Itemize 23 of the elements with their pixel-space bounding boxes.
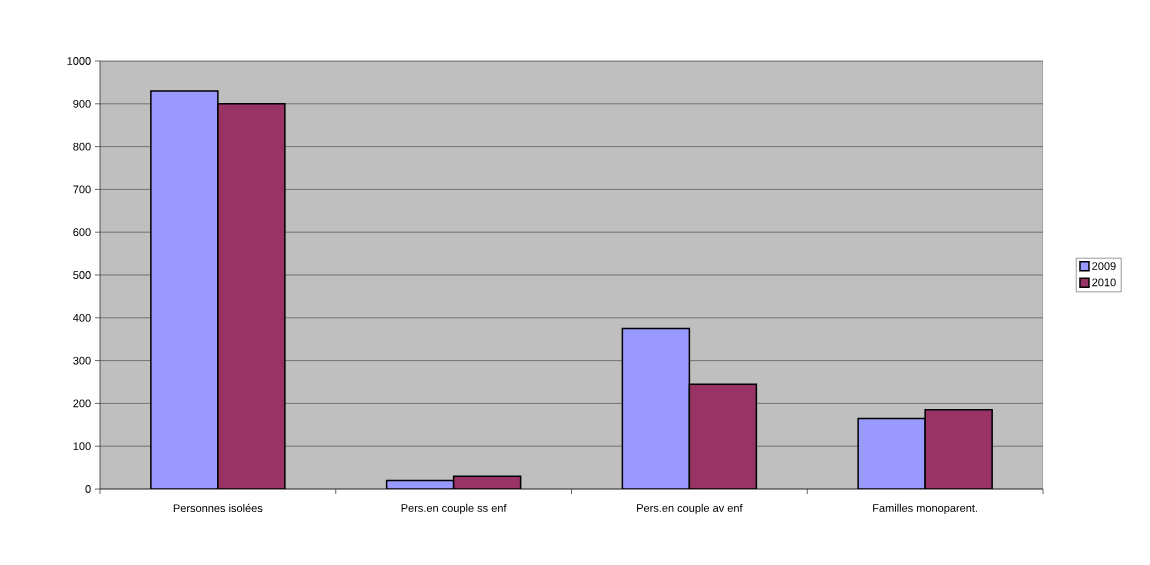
- bar: [688, 383, 758, 489]
- bar: [621, 327, 691, 489]
- y-tick-label: 600: [73, 228, 91, 237]
- bar: [217, 103, 286, 489]
- y-tick-label: 400: [73, 313, 91, 322]
- x-tick-label: Pers.en couple ss enf: [401, 503, 507, 515]
- y-tick-label: 100: [73, 442, 91, 451]
- y-tick-label: 800: [73, 142, 91, 151]
- legend-label: 2009: [1092, 262, 1116, 270]
- y-tick-label: 0: [85, 485, 91, 493]
- y-tick-label: 700: [73, 185, 91, 194]
- bar: [150, 90, 219, 489]
- x-tick-label: Personnes isolées: [173, 503, 263, 513]
- legend-label: 2010: [1092, 278, 1116, 287]
- y-tick-label: 900: [73, 99, 91, 108]
- y-tick-label: 1000: [67, 57, 91, 65]
- y-tick-label: 300: [73, 356, 91, 365]
- bar: [924, 409, 993, 489]
- y-tick-label: 500: [73, 271, 91, 279]
- y-tick-label: 200: [73, 399, 91, 408]
- bar: [857, 417, 926, 489]
- x-tick-label: Pers.en couple av enf: [637, 503, 743, 515]
- x-tick-label: Familles monoparent.: [873, 503, 977, 515]
